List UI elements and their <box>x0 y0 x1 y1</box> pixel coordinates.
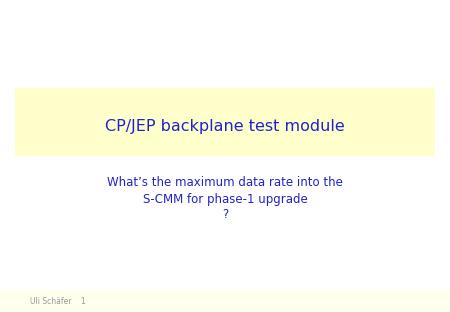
Text: Uli Schäfer    1: Uli Schäfer 1 <box>30 298 86 306</box>
Text: What’s the maximum data rate into the: What’s the maximum data rate into the <box>107 177 343 189</box>
Text: CP/JEP backplane test module: CP/JEP backplane test module <box>105 119 345 134</box>
FancyBboxPatch shape <box>0 290 450 312</box>
Text: S-CMM for phase-1 upgrade: S-CMM for phase-1 upgrade <box>143 193 307 206</box>
FancyBboxPatch shape <box>15 88 435 156</box>
Text: ?: ? <box>222 208 228 222</box>
